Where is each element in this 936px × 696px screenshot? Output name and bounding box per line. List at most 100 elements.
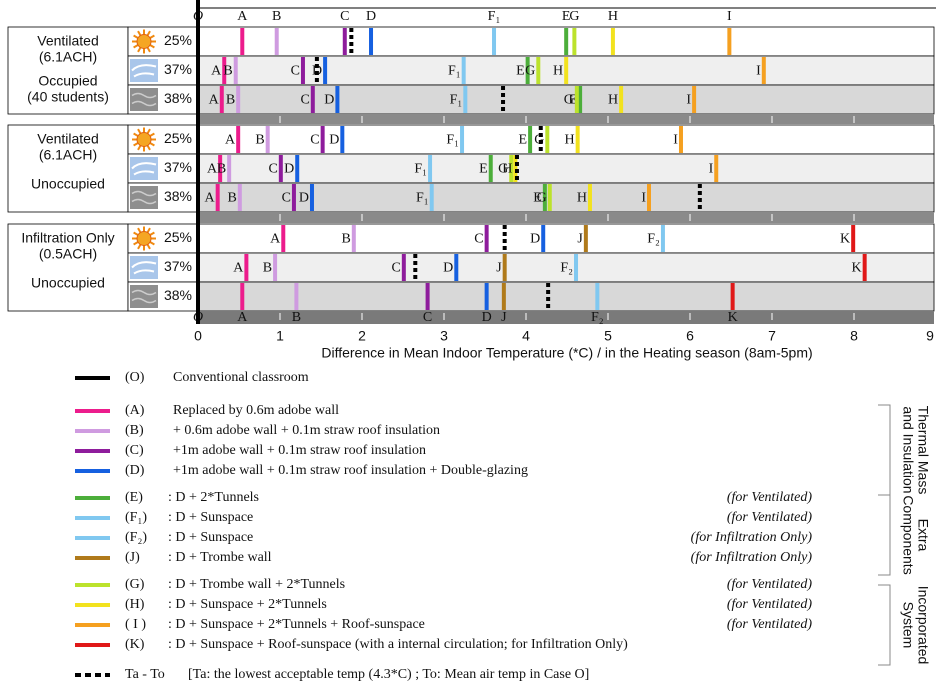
marker-label: A [237,9,248,24]
marker-label: F₂ [591,310,604,325]
bracket-label: Extra [915,519,931,552]
weather-share: 38% [164,90,192,106]
legend-key: (F₁) [125,510,147,525]
marker-label: D [329,133,339,148]
group-label: (0.5ACH) [39,246,97,262]
marker [647,184,651,211]
marker-label: I [709,162,714,177]
group-label: Occupied [38,73,97,89]
x-tick-label: 9 [926,328,934,344]
row-band [198,154,934,183]
x-tick-label: 6 [686,328,694,344]
marker-label: F₁ [488,9,501,24]
marker-label: H [608,9,618,24]
marker [275,28,279,55]
marker-label: C [423,310,432,325]
marker [281,225,285,252]
marker [240,28,244,55]
marker [679,126,683,153]
marker [619,86,623,113]
marker [762,57,766,84]
marker [714,155,718,182]
cloud-icon [130,59,158,82]
legend-text: Conventional classroom [173,370,309,385]
x-tick-label: 8 [850,328,858,344]
x-tick-label: 7 [768,328,776,344]
row-band [198,282,934,311]
marker [273,254,277,281]
marker [301,57,305,84]
legend-text: : D + Trombe wall [168,550,272,565]
marker-label: F₁ [448,64,461,79]
marker [528,126,532,153]
marker-label: A [270,232,281,247]
marker-label: K [840,232,850,247]
weather-share: 25% [164,130,192,146]
legend-key: (B) [125,423,144,438]
weather-share: 37% [164,61,192,77]
marker [426,283,430,310]
marker-label: K [728,310,738,325]
marker [321,126,325,153]
marker [492,28,496,55]
x-tick-label: 5 [604,328,612,344]
weather-share: 37% [164,258,192,274]
legend-note: (for Ventilated) [727,577,812,592]
marker-label: B [292,310,301,325]
marker-label: G [537,191,547,206]
legend-text: : D + Sunspace [168,530,253,545]
bracket-label: and Insulation [900,406,916,493]
marker-label: D [366,9,376,24]
marker [548,184,552,211]
marker-label: B [341,232,350,247]
bracket-label: Incorporated [915,586,931,665]
weather-share: 38% [164,188,192,204]
x-tick-label: 4 [522,328,530,344]
marker-label: A [205,191,216,206]
marker [460,126,464,153]
marker [369,28,373,55]
marker [576,126,580,153]
marker [279,155,283,182]
marker [266,126,270,153]
legend-text: : D + Sunspace [168,510,253,525]
sun-icon [137,133,151,147]
marker-label: B [226,93,235,108]
separator [198,114,934,124]
marker-label: J [496,261,502,276]
x-axis-label: Difference in Mean Indoor Temperature (*… [321,345,812,361]
marker-label: I [641,191,646,206]
legend-key: (F₂) [125,530,147,545]
row-band [198,224,934,253]
marker [485,283,489,310]
marker [310,184,314,211]
weather-share: 25% [164,229,192,245]
marker [462,57,466,84]
marker-label: B [217,162,226,177]
marker-label: D [530,232,540,247]
marker [238,184,242,211]
marker [851,225,855,252]
marker-label: E [516,64,525,79]
marker-label: D [324,93,334,108]
bracket [878,495,890,575]
bracket [878,585,890,665]
legend-text: [Ta: the lowest acceptable temp (4.3*C) … [188,667,589,682]
marker-label: D [482,310,492,325]
marker [564,28,568,55]
marker-label: B [272,9,281,24]
marker [541,225,545,252]
legend-key: (D) [125,463,145,478]
marker-label: H [502,162,512,177]
cloud-icon [130,256,158,279]
group-label: Infiltration Only [21,230,114,246]
legend-key: (G) [125,577,145,592]
legend-note: (for Ventilated) [727,597,812,612]
chart: Difference in Mean Indoor Temperature (*… [0,0,936,696]
marker [236,126,240,153]
marker-label: F₁ [446,133,459,148]
marker-label: D [284,162,294,177]
marker-label: E [519,133,528,148]
marker [863,254,867,281]
marker-label: A [233,261,244,276]
